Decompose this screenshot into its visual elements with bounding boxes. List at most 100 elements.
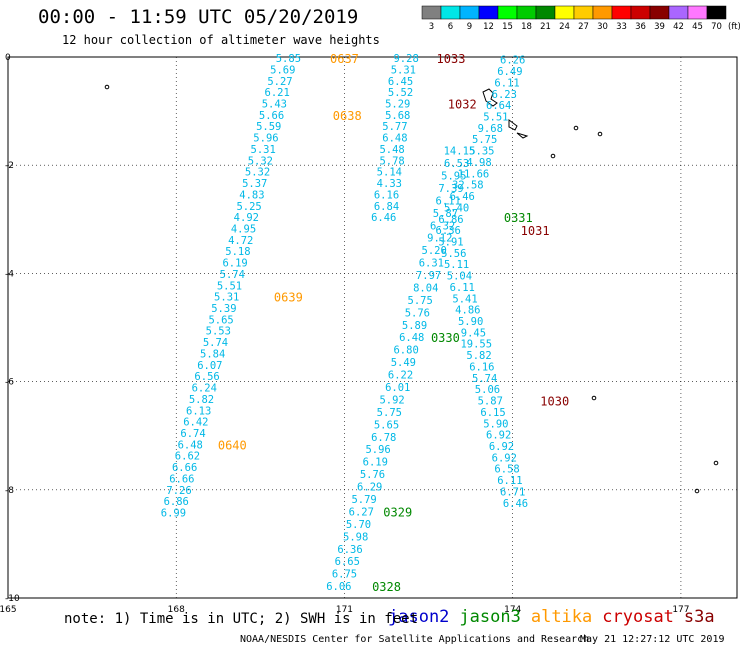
swh-value: 9.45 [461, 327, 486, 339]
swh-value: 4.95 [231, 223, 256, 235]
swh-value: 6.86 [438, 214, 463, 226]
swh-value: 6.49 [497, 66, 522, 78]
timestamp: May 21 12:27:12 UTC 2019 [580, 634, 725, 645]
colorbar-swatch [649, 5, 670, 20]
swh-value: 5.43 [262, 99, 287, 111]
colorbar-swatch [440, 5, 461, 20]
swh-value: 5.39 [211, 303, 236, 315]
swh-value: 5.74 [220, 269, 245, 281]
swh-value: 5.89 [402, 320, 427, 332]
colorbar-swatch [459, 5, 480, 20]
swh-value: 6.46 [503, 498, 528, 510]
swh-value: 6.06 [326, 581, 351, 593]
swh-value: 5.31 [214, 292, 239, 304]
colorbar-label: 36 [635, 22, 646, 32]
y-tick-label: -2 [5, 161, 14, 171]
swh-value: 6.11 [497, 475, 522, 487]
swh-value: 5.35 [469, 146, 494, 158]
swh-value: 6.62 [175, 451, 200, 463]
colorbar-swatch [573, 5, 594, 20]
swh-value: 5.96 [365, 444, 390, 456]
swh-value: 5.84 [200, 348, 225, 360]
colorbar-label: 33 [616, 22, 627, 32]
swh-value: 6.16 [469, 361, 494, 373]
island-icon [573, 125, 579, 131]
swh-value: 6.53 [444, 158, 469, 170]
swh-value: 5.90 [483, 418, 508, 430]
time-label: 0329 [383, 505, 412, 519]
swh-value: 4.98 [466, 157, 491, 169]
swh-value: 5.14 [377, 167, 402, 179]
swh-value: 5.29 [385, 99, 410, 111]
colorbar-label: 18 [521, 22, 532, 32]
colorbar-swatch [687, 5, 708, 20]
swh-value: 5.79 [351, 494, 376, 506]
swh-value: 6.92 [486, 430, 511, 442]
swh-value: 7.97 [416, 270, 441, 282]
swh-value: 5.11 [444, 259, 469, 271]
swh-value: 5.74 [203, 337, 228, 349]
swh-value: 7.39 [438, 183, 463, 195]
colorbar-label: 39 [654, 22, 665, 32]
swh-value: 6.58 [494, 464, 519, 476]
swh-value: 5.95 [441, 170, 466, 182]
swh-value: 5.87 [478, 396, 503, 408]
swh-value: 6.74 [180, 428, 205, 440]
colorbar-swatch [554, 5, 575, 20]
swh-value: 5.52 [388, 87, 413, 99]
colorbar-label: 30 [597, 22, 608, 32]
swh-value: 6.66 [172, 462, 197, 474]
swh-value: 6.29 [357, 482, 382, 494]
colorbar-label: 21 [540, 22, 551, 32]
swh-value: 32.58 [452, 180, 484, 192]
swh-value: 6.01 [385, 382, 410, 394]
swh-value: 5.25 [236, 201, 261, 213]
swh-value: 5.92 [379, 394, 404, 406]
swh-value: 6.86 [164, 496, 189, 508]
swh-value: 5.48 [379, 144, 404, 156]
swh-value: 5.68 [385, 110, 410, 122]
swh-value: 6.46 [450, 191, 475, 203]
swh-value: 6.36 [337, 544, 362, 556]
colorbar-label: 45 [692, 22, 703, 32]
swh-value: 5.90 [458, 316, 483, 328]
satellite-legend: jason2 jason3 altika cryosat s3a [388, 607, 725, 627]
time-label: 1033 [437, 52, 466, 66]
x-tick-label: 168 [168, 605, 185, 615]
swh-value: 5.75 [408, 295, 433, 307]
y-tick-label: -6 [5, 378, 14, 388]
time-label: 0330 [431, 331, 460, 345]
swh-value: 5.04 [447, 271, 472, 283]
legend-altika: altika [530, 607, 593, 627]
swh-value: 5.51 [483, 112, 508, 124]
colorbar-label: 9 [467, 22, 472, 32]
island-icon [550, 153, 556, 159]
swh-value: 6.26 [500, 55, 525, 67]
legend-jason2: jason2 [388, 607, 450, 627]
swh-value: 5.70 [346, 519, 371, 531]
swh-value: 4.92 [234, 212, 259, 224]
time-label: 0638 [333, 109, 362, 123]
colorbar-swatch [497, 5, 518, 20]
swh-value: 7.26 [166, 485, 191, 497]
colorbar-label: 3 [429, 22, 434, 32]
colorbar-swatch [611, 5, 632, 20]
swh-value: 6.48 [382, 133, 407, 145]
colorbar-label: 15 [502, 22, 513, 32]
swh-value: 6.42 [183, 417, 208, 429]
time-label: 1030 [540, 395, 569, 409]
time-label: 1032 [448, 98, 477, 112]
swh-value: 5.75 [377, 407, 402, 419]
swh-value: 5.53 [206, 326, 231, 338]
time-label: 0328 [372, 580, 401, 594]
colorbar-label: 12 [483, 22, 494, 32]
swh-value: 6.64 [486, 100, 511, 112]
chart-title: 00:00 - 11:59 UTC 05/20/2019 [38, 6, 359, 28]
colorbar-label: 42 [673, 22, 684, 32]
swh-value: 5.85 [276, 53, 301, 65]
time-label: 0331 [504, 211, 533, 225]
swh-value: 5.66 [259, 110, 284, 122]
swh-value: 5.69 [270, 64, 295, 76]
swh-value: 6.80 [393, 345, 418, 357]
swh-value: 5.20 [422, 245, 447, 257]
